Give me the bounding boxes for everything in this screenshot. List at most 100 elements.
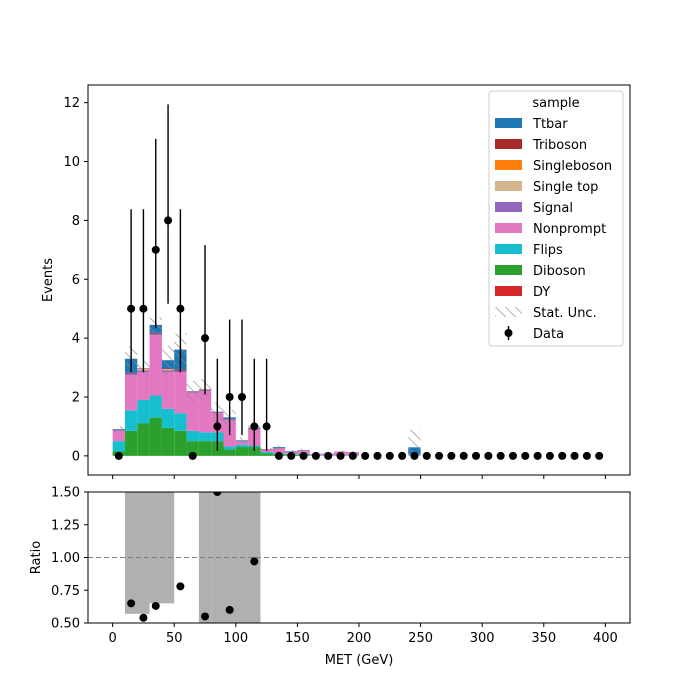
data-point (164, 216, 173, 225)
y-tick-label: 10 (63, 155, 80, 170)
legend-label: Signal (533, 201, 573, 216)
data-point (373, 451, 382, 460)
legend-title: sample (532, 96, 579, 111)
ratio-unc-band (198, 492, 212, 623)
stacked-bars (112, 317, 421, 456)
stat-unc-band (186, 380, 199, 402)
data-point (225, 393, 234, 401)
y-tick-label: 8 (72, 214, 80, 229)
data-point (237, 393, 246, 401)
x-tick-label: 0 (108, 631, 116, 646)
bar-triboson (124, 372, 138, 374)
legend-swatch-stat-unc (495, 307, 522, 317)
data-point (570, 451, 579, 460)
data-point (213, 422, 222, 431)
bar-diboson (235, 447, 249, 456)
data-point (459, 451, 468, 460)
data-point (114, 451, 123, 460)
bar-diboson (260, 453, 273, 456)
legend-label: Single top (533, 180, 598, 195)
bar-diboson (248, 447, 261, 456)
ratio-point (176, 582, 185, 591)
legend-data-marker (504, 329, 513, 337)
bar-diboson (198, 441, 212, 456)
data-point (545, 451, 554, 460)
bar-nonprompt (198, 391, 212, 433)
bar-nonprompt (186, 392, 199, 431)
main-plot: 0 2 4 6 8 10 12 Events (41, 84, 631, 479)
bar-nonprompt (112, 430, 125, 442)
data-point (558, 451, 567, 460)
ratio-point (139, 613, 148, 622)
x-tick-label: 300 (470, 631, 495, 646)
ratio-y-tick-label: 1.25 (51, 518, 80, 533)
data-point (595, 451, 604, 460)
bar-diboson (161, 427, 175, 456)
y-tick-label: 12 (63, 96, 80, 111)
bar-signal (124, 373, 138, 375)
data-point (533, 451, 542, 460)
stat-unc-band (297, 448, 310, 452)
data-point (287, 451, 296, 460)
data-point (127, 304, 136, 313)
legend-label: Flips (533, 243, 563, 258)
y-tick-label: 2 (72, 391, 80, 406)
x-tick-label: 150 (285, 631, 310, 646)
legend-swatch-dy (495, 286, 522, 296)
bar-signal (149, 333, 162, 336)
bar-flips (174, 413, 187, 431)
ratio-unc-band (149, 492, 175, 604)
bar-flips (137, 399, 150, 424)
bar-diboson (186, 441, 199, 456)
y-tick-label: 4 (72, 332, 80, 347)
legend-label: Singleboson (533, 159, 612, 174)
x-axis-label: MET (GeV) (325, 653, 394, 668)
data-point (176, 304, 185, 313)
legend-swatch-singleboson (495, 160, 522, 170)
x-tick-label: 50 (166, 631, 183, 646)
legend-label: Diboson (533, 264, 586, 279)
data-point (398, 451, 407, 460)
stat-unc-band (334, 450, 347, 453)
stat-unc-band (112, 426, 125, 433)
data-point (410, 451, 419, 460)
bar-diboson (223, 449, 236, 456)
bar-nonprompt (137, 371, 150, 400)
ratio-y-tick-label: 1.00 (51, 551, 80, 566)
bar-nonprompt (272, 448, 286, 454)
stat-unc-band (285, 449, 298, 453)
bar-diboson (137, 423, 150, 456)
ratio-y-axis-label: Ratio (29, 541, 44, 574)
data-point (311, 451, 320, 460)
data-point (188, 451, 197, 460)
bar-diboson (149, 417, 162, 456)
legend-label: Nonprompt (533, 222, 606, 237)
data-point (324, 451, 333, 460)
legend-swatch-ttbar (495, 118, 522, 128)
bar-nonprompt (161, 371, 175, 409)
data-point (521, 451, 530, 460)
data-point (484, 451, 493, 460)
data-point (447, 451, 456, 460)
ratio-y-tick-label: 1.50 (51, 486, 80, 501)
data-point (582, 451, 591, 460)
data-point (336, 451, 345, 460)
ratio-point (201, 612, 210, 621)
ratio-point (213, 492, 222, 496)
legend-swatch-nonprompt (495, 223, 522, 233)
legend-label: Data (533, 327, 564, 342)
x-tick-label: 250 (408, 631, 433, 646)
ratio-point (151, 601, 160, 610)
ratio-y-tick-label: 0.50 (51, 617, 80, 632)
bar-diboson (124, 430, 138, 456)
legend-swatch-triboson (495, 139, 522, 149)
bar-flips (112, 441, 125, 452)
stat-unc-band (235, 437, 249, 444)
y-tick-label: 6 (72, 273, 80, 288)
bar-diboson (174, 430, 187, 456)
legend-label: Stat. Unc. (533, 306, 597, 321)
stat-unc-band (272, 445, 286, 449)
bar-nonprompt (174, 371, 187, 414)
data-point (348, 451, 357, 460)
y-axis-label: Events (41, 258, 56, 302)
